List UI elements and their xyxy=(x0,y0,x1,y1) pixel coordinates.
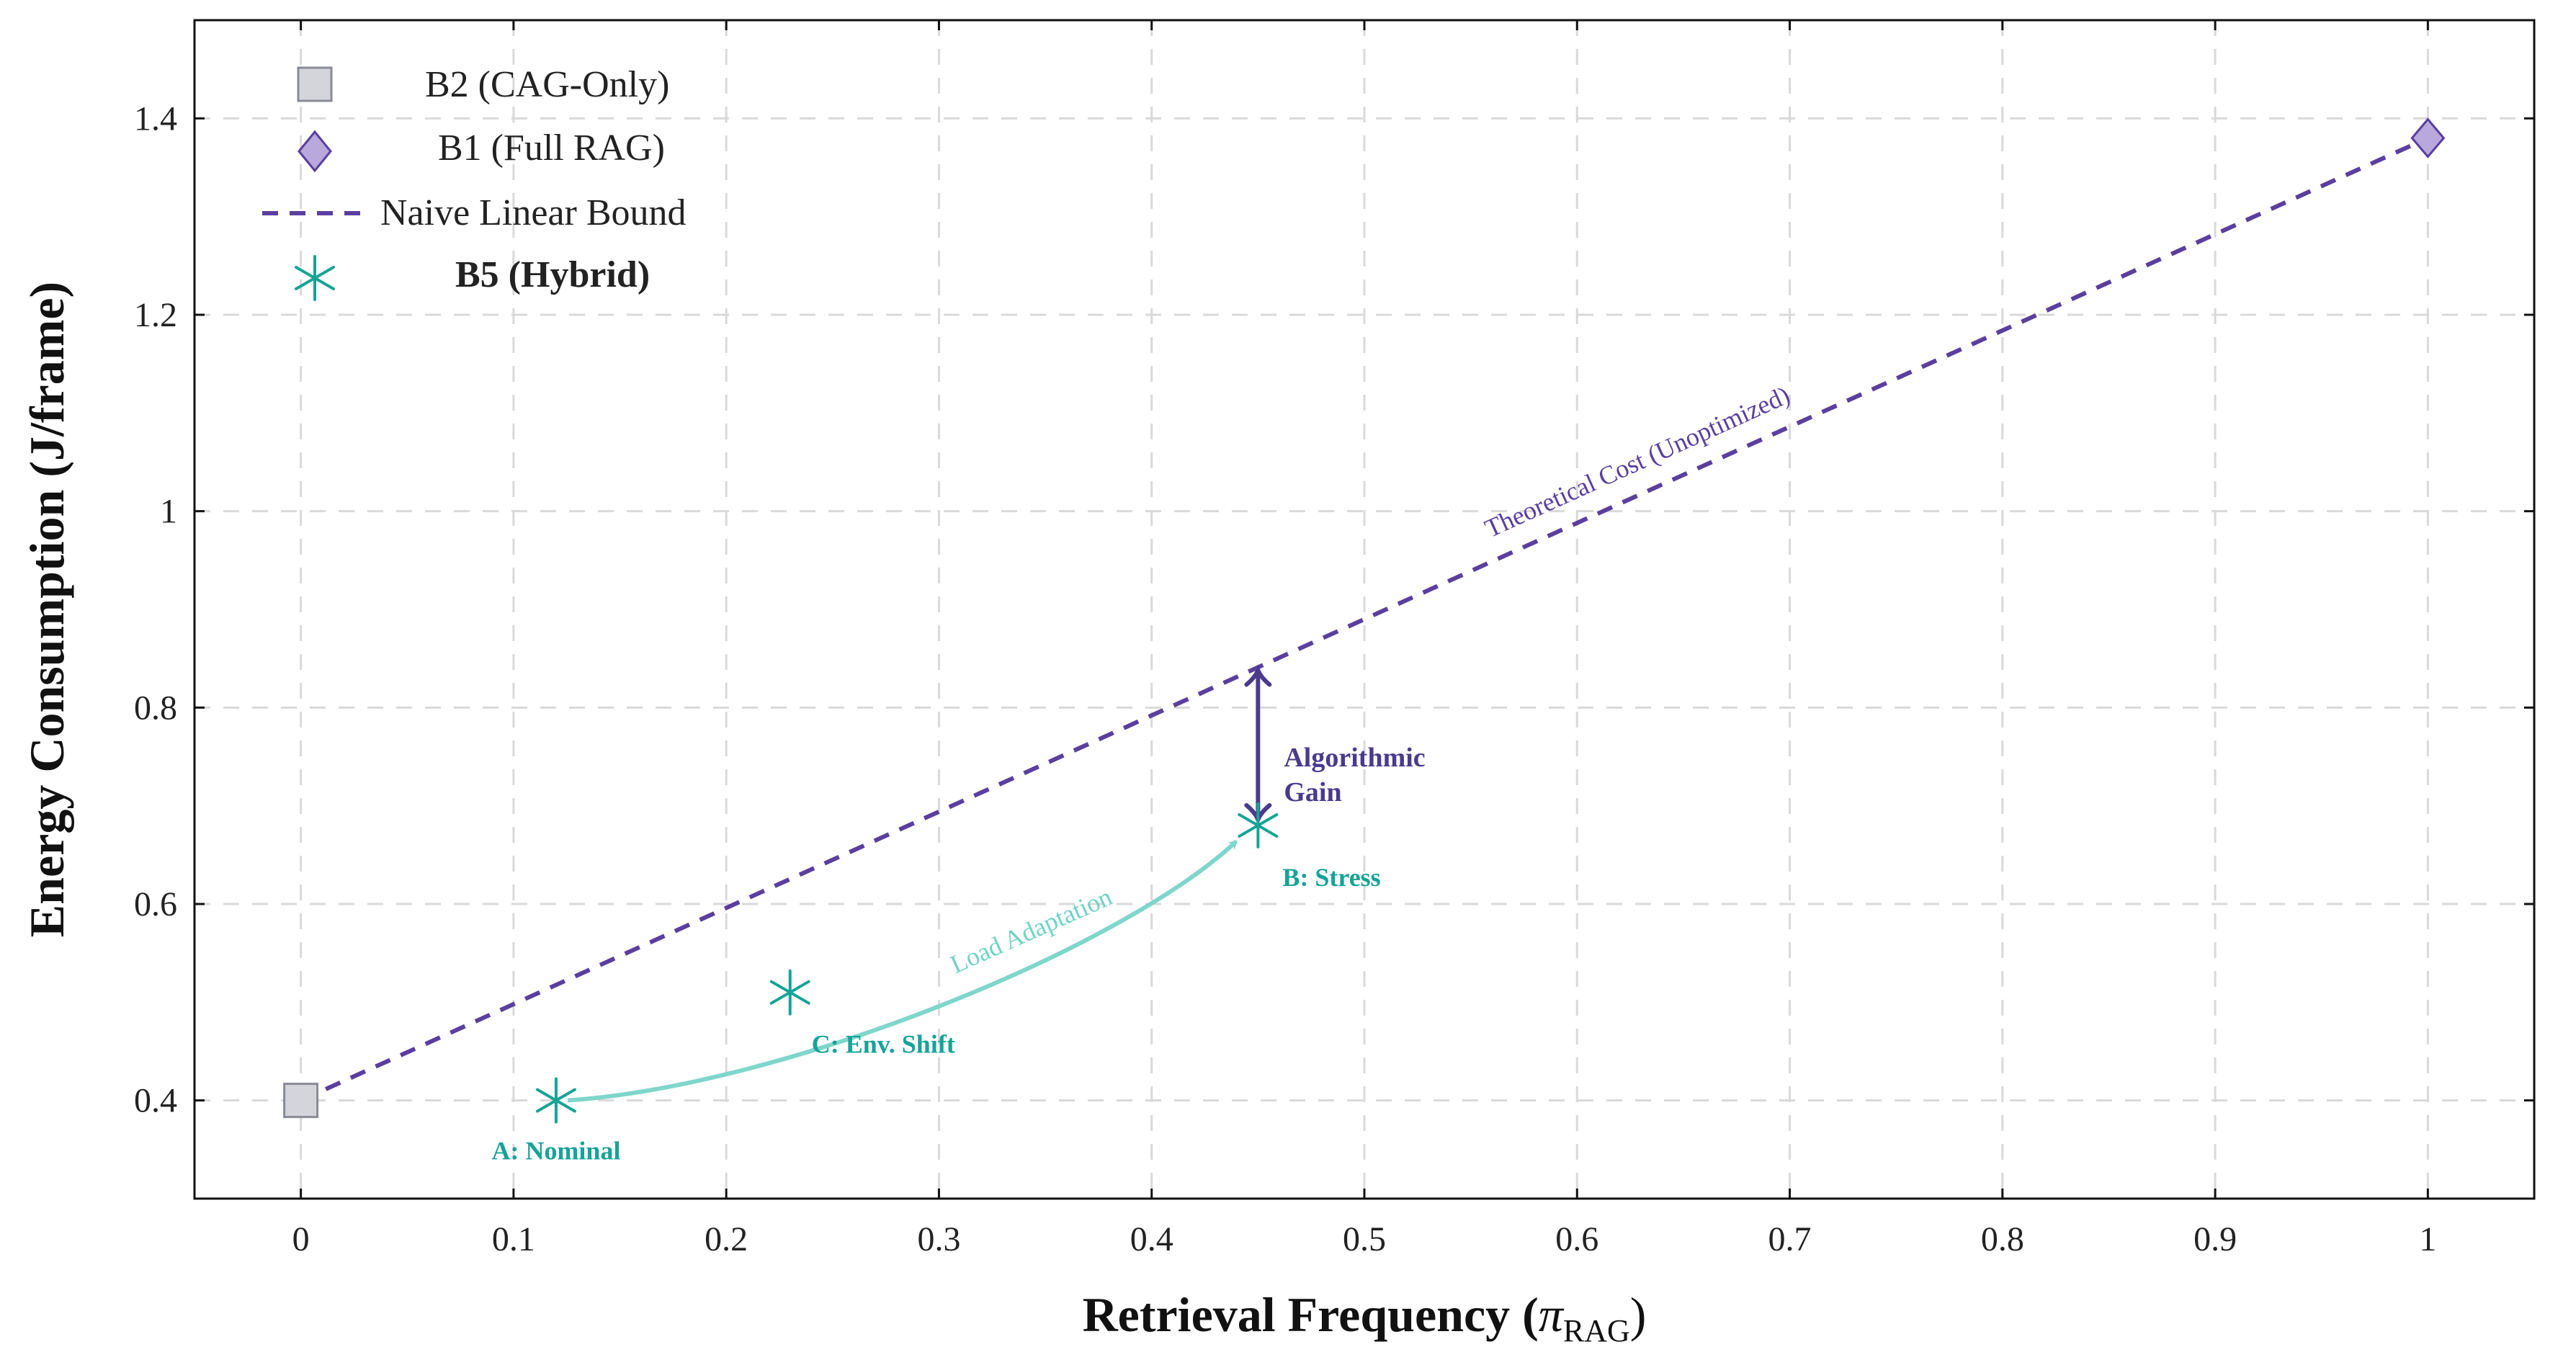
x-axis-title: Retrieval Frequency (πRAG) xyxy=(1083,1287,1647,1348)
legend: B2 (CAG-Only) B1 (Full RAG) Naive Linear… xyxy=(262,64,687,301)
y-tick-label: 1.4 xyxy=(134,99,177,138)
b5-marker-b xyxy=(1238,802,1279,849)
legend-b2-label: B2 (CAG-Only) xyxy=(425,64,669,105)
grid xyxy=(194,20,2534,1199)
x-tick-label: 0.8 xyxy=(1981,1220,2024,1258)
x-tick-label: 0.3 xyxy=(917,1220,960,1258)
b1-full-rag-marker xyxy=(2410,117,2446,158)
legend-b5-swatch xyxy=(295,255,335,301)
legend-b5-star xyxy=(295,255,335,301)
point-label-b-stress: B: Stress xyxy=(1282,863,1380,892)
x-tick-label: 0.6 xyxy=(1555,1220,1598,1258)
legend-b1-label: B1 (Full RAG) xyxy=(438,127,665,169)
legend-naive-label: Naive Linear Bound xyxy=(380,192,687,233)
y-tick-label: 0.6 xyxy=(134,885,177,923)
y-axis-title: Energy Consumption (J/frame) xyxy=(19,282,74,937)
x-tick-label: 0.4 xyxy=(1130,1220,1173,1258)
point-label-c-env-shift: C: Env. Shift xyxy=(812,1030,955,1059)
x-tick-label: 1 xyxy=(2419,1220,2436,1258)
y-tick-label: 1 xyxy=(160,493,177,531)
point-label-a-nominal: A: Nominal xyxy=(491,1137,620,1165)
x-tick-labels: 0 0.1 0.2 0.3 0.4 0.5 0.6 0.7 0.8 0.9 1 xyxy=(292,1220,2437,1258)
b5-marker-c xyxy=(769,969,810,1016)
algorithmic-gain-annotation: Algorithmic Gain xyxy=(1284,743,1432,807)
x-tick-label: 0.9 xyxy=(2193,1220,2237,1258)
naive-linear-bound-line xyxy=(300,135,2429,1103)
y-tick-labels: 0.4 0.6 0.8 1 1.2 1.4 xyxy=(134,99,177,1119)
x-tick-label: 0.5 xyxy=(1343,1220,1386,1258)
y-tick-label: 0.8 xyxy=(134,689,177,727)
y-tick-label: 1.2 xyxy=(134,296,177,334)
b2-cag-only-marker xyxy=(283,1083,319,1119)
b5-marker-a xyxy=(535,1077,576,1124)
x-tick-label: 0.1 xyxy=(492,1220,535,1258)
legend-b2-swatch xyxy=(297,66,333,102)
y-tick-label: 0.4 xyxy=(134,1082,177,1120)
x-tick-label: 0 xyxy=(292,1220,310,1258)
legend-b1-swatch xyxy=(298,130,332,173)
legend-b5-label: B5 (Hybrid) xyxy=(455,254,650,295)
tick-marks xyxy=(194,20,2534,1199)
x-tick-label: 0.7 xyxy=(1768,1220,1812,1258)
load-adaptation-curve xyxy=(567,839,1238,1103)
x-tick-label: 0.2 xyxy=(705,1220,748,1258)
